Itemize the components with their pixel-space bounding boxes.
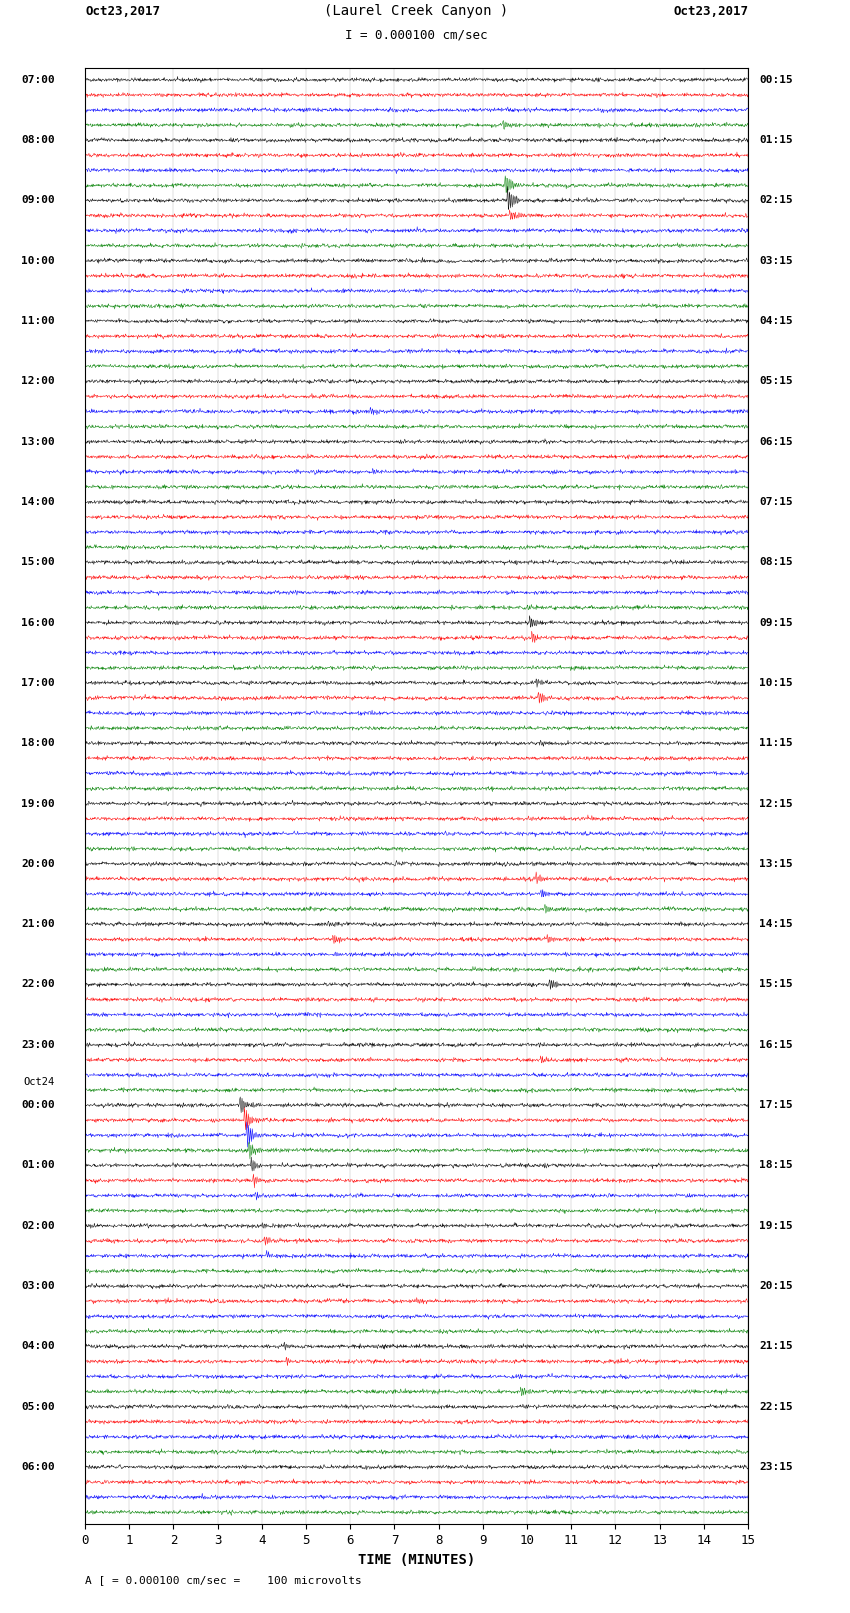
Text: 00:15: 00:15	[759, 74, 793, 85]
Text: 21:15: 21:15	[759, 1342, 793, 1352]
Text: 01:15: 01:15	[759, 135, 793, 145]
Text: A [ = 0.000100 cm/sec =    100 microvolts: A [ = 0.000100 cm/sec = 100 microvolts	[85, 1576, 362, 1586]
Text: 17:15: 17:15	[759, 1100, 793, 1110]
Text: 06:00: 06:00	[21, 1461, 55, 1473]
Text: 09:15: 09:15	[759, 618, 793, 627]
Text: I = 0.000100 cm/sec: I = 0.000100 cm/sec	[345, 29, 488, 42]
Text: 23:15: 23:15	[759, 1461, 793, 1473]
Text: 10:00: 10:00	[21, 256, 55, 266]
Text: Oct23,2017: Oct23,2017	[85, 5, 160, 18]
Text: 03:15: 03:15	[759, 256, 793, 266]
Text: 23:00: 23:00	[21, 1040, 55, 1050]
Text: 08:15: 08:15	[759, 558, 793, 568]
Text: 02:00: 02:00	[21, 1221, 55, 1231]
Text: 11:15: 11:15	[759, 739, 793, 748]
Text: 12:00: 12:00	[21, 376, 55, 387]
Text: Oct23,2017: Oct23,2017	[673, 5, 748, 18]
Text: 22:00: 22:00	[21, 979, 55, 989]
Text: 14:00: 14:00	[21, 497, 55, 506]
Text: 00:00: 00:00	[21, 1100, 55, 1110]
Text: 21:00: 21:00	[21, 919, 55, 929]
Text: (Laurel Creek Canyon ): (Laurel Creek Canyon )	[325, 5, 508, 18]
Text: 05:15: 05:15	[759, 376, 793, 387]
Text: 13:00: 13:00	[21, 437, 55, 447]
X-axis label: TIME (MINUTES): TIME (MINUTES)	[358, 1553, 475, 1566]
Text: 04:15: 04:15	[759, 316, 793, 326]
Text: 19:15: 19:15	[759, 1221, 793, 1231]
Text: 15:00: 15:00	[21, 558, 55, 568]
Text: 01:00: 01:00	[21, 1160, 55, 1171]
Text: 20:15: 20:15	[759, 1281, 793, 1290]
Text: 03:00: 03:00	[21, 1281, 55, 1290]
Text: 15:15: 15:15	[759, 979, 793, 989]
Text: 12:15: 12:15	[759, 798, 793, 808]
Text: 10:15: 10:15	[759, 677, 793, 687]
Text: Oct24: Oct24	[24, 1077, 55, 1087]
Text: 13:15: 13:15	[759, 858, 793, 869]
Text: 20:00: 20:00	[21, 858, 55, 869]
Text: 09:00: 09:00	[21, 195, 55, 205]
Text: 04:00: 04:00	[21, 1342, 55, 1352]
Text: 19:00: 19:00	[21, 798, 55, 808]
Text: 18:00: 18:00	[21, 739, 55, 748]
Text: 11:00: 11:00	[21, 316, 55, 326]
Text: 17:00: 17:00	[21, 677, 55, 687]
Text: 08:00: 08:00	[21, 135, 55, 145]
Text: 07:00: 07:00	[21, 74, 55, 85]
Text: 16:00: 16:00	[21, 618, 55, 627]
Text: 02:15: 02:15	[759, 195, 793, 205]
Text: 06:15: 06:15	[759, 437, 793, 447]
Text: 22:15: 22:15	[759, 1402, 793, 1411]
Text: 16:15: 16:15	[759, 1040, 793, 1050]
Text: 05:00: 05:00	[21, 1402, 55, 1411]
Text: 14:15: 14:15	[759, 919, 793, 929]
Text: 18:15: 18:15	[759, 1160, 793, 1171]
Text: 07:15: 07:15	[759, 497, 793, 506]
